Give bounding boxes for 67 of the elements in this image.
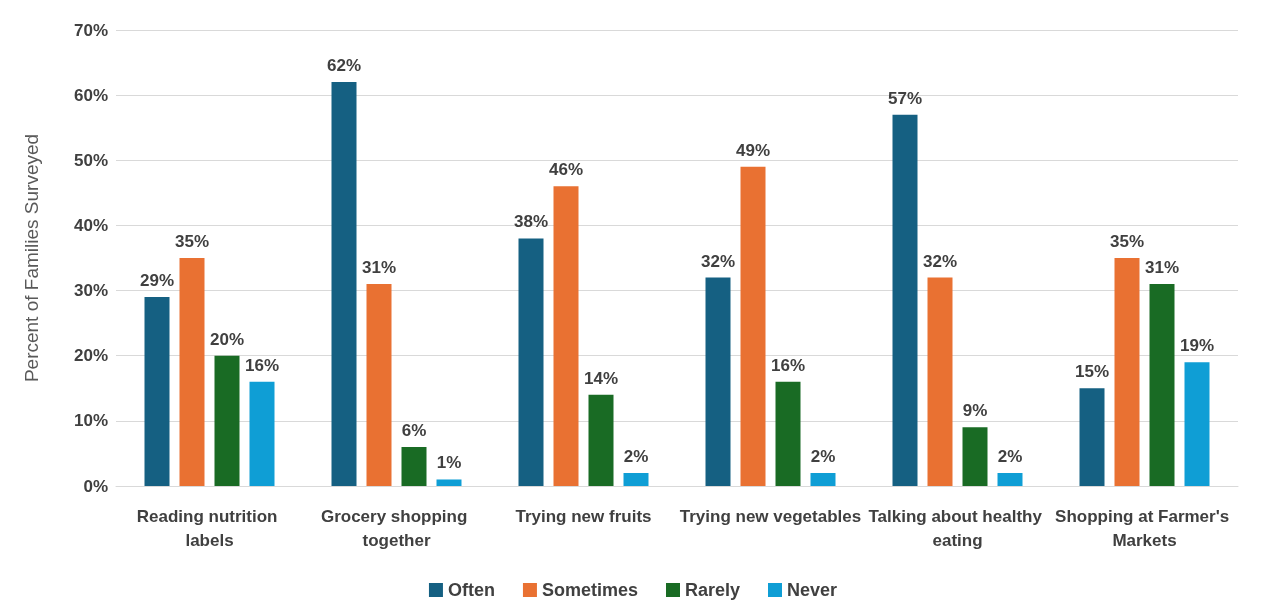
legend-label: Sometimes	[541, 580, 638, 600]
bar	[623, 472, 649, 486]
x-tick-label: Shopping at Farmer's Markets	[1055, 506, 1234, 550]
data-label: 46%	[548, 160, 584, 180]
data-label: 14%	[583, 368, 619, 388]
data-label: 19%	[1179, 336, 1215, 356]
data-label: 16%	[244, 355, 280, 375]
data-label: 6%	[401, 420, 427, 440]
legend-label: Never	[787, 580, 838, 600]
bar	[1184, 362, 1210, 486]
bar	[366, 284, 392, 486]
data-label: 2%	[623, 446, 649, 466]
bar	[927, 277, 953, 486]
bar	[249, 381, 275, 486]
data-label: 16%	[770, 355, 806, 375]
data-label: 32%	[922, 251, 958, 271]
legend-label: Rarely	[684, 580, 741, 600]
legend-label: Often	[447, 580, 495, 600]
bar	[775, 381, 801, 486]
data-label: 35%	[1109, 232, 1145, 251]
y-tick-label: 70%	[73, 20, 108, 40]
bar	[518, 238, 544, 486]
bar	[1114, 258, 1140, 486]
data-label: 49%	[735, 140, 771, 160]
data-label: 31%	[1144, 258, 1180, 278]
data-label: 57%	[887, 88, 923, 108]
data-label: 38%	[513, 212, 549, 232]
y-tick-label: 60%	[73, 85, 108, 105]
bar	[553, 186, 579, 486]
bar	[962, 427, 988, 486]
data-label: 35%	[174, 232, 210, 251]
bar	[144, 297, 170, 486]
data-label: 2%	[810, 446, 836, 466]
data-label: 20%	[209, 329, 245, 349]
y-tick-label: 30%	[73, 281, 108, 301]
bar	[1079, 388, 1105, 486]
y-tick-label: 50%	[73, 150, 108, 170]
data-label: 32%	[700, 251, 736, 271]
x-tick-label: Reading nutrition labels	[136, 506, 283, 550]
x-tick-label: Trying new fruits	[515, 506, 652, 526]
bar	[179, 258, 205, 486]
data-label: 1%	[436, 453, 462, 473]
y-tick-label: 0%	[83, 476, 108, 496]
x-tick-label: Grocery shopping together	[320, 506, 473, 550]
y-tick-label: 20%	[73, 346, 108, 366]
bar	[331, 82, 357, 486]
x-tick-label: Talking about healthy eating	[868, 506, 1047, 550]
bar	[705, 277, 731, 486]
x-tick-label: Trying new vegetables	[679, 506, 862, 526]
bar	[810, 472, 836, 486]
bar	[997, 472, 1023, 486]
data-label: 15%	[1074, 362, 1110, 382]
data-label: 9%	[962, 401, 988, 421]
data-label: 62%	[326, 56, 362, 76]
bar	[1149, 284, 1175, 486]
data-label: 31%	[361, 258, 397, 278]
data-label: 2%	[997, 446, 1023, 466]
bar	[214, 355, 240, 486]
y-tick-label: 40%	[73, 215, 108, 235]
bar	[740, 166, 766, 486]
y-axis-title: Percent of Families Surveyed	[21, 133, 42, 383]
bar	[588, 394, 614, 486]
bar	[401, 446, 427, 486]
y-tick-label: 10%	[73, 411, 108, 431]
bar	[436, 479, 462, 486]
bar	[892, 114, 918, 486]
data-label: 29%	[139, 271, 175, 291]
